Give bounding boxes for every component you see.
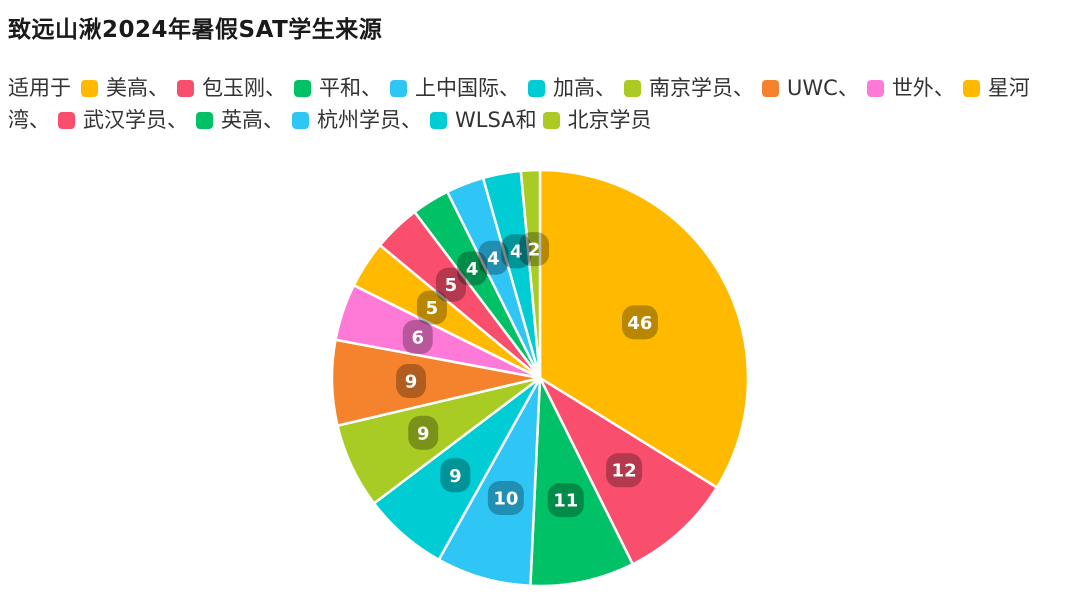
legend-separator: 、: [167, 108, 188, 132]
legend-swatch: [866, 80, 884, 97]
data-label: 4: [487, 248, 500, 269]
data-label-badge: [606, 453, 643, 488]
data-label-badge: [402, 320, 433, 355]
legend-swatch: [962, 80, 980, 97]
legend-separator: 、: [148, 76, 169, 100]
legend-label: 南京学员: [649, 76, 733, 100]
legend-item: 平和: [288, 76, 361, 100]
legend-label: 美高: [106, 76, 148, 100]
data-label-badge: [478, 240, 509, 275]
pie-slice: [519, 168, 542, 380]
legend-label: UWC: [787, 76, 838, 100]
data-label-badge: [487, 481, 524, 516]
chart-legend: 适用于 美高、 包玉刚、 平和、 上中国际、 加高、 南京学员、 UWC、 世外、 星河湾、 武汉学…: [8, 72, 1070, 136]
legend-item: 包玉刚: [171, 76, 265, 100]
legend-swatch: [390, 80, 407, 97]
data-label: 4: [466, 259, 479, 280]
legend-label: 加高: [553, 76, 595, 100]
legend-item: UWC: [756, 76, 838, 100]
data-label-badge: [621, 305, 658, 340]
legend-separator: 、: [733, 76, 754, 100]
legend-item: 武汉学员: [52, 108, 167, 132]
legend-separator: 、: [265, 76, 286, 100]
data-label: 9: [417, 423, 430, 444]
legend-swatch: [58, 112, 75, 129]
pie-slice: [538, 376, 719, 566]
legend-swatch: [542, 112, 560, 129]
data-label-badge: [416, 290, 447, 325]
legend-label: 星河湾: [8, 76, 1030, 132]
legend-item: 世外: [861, 76, 934, 100]
legend-label: WLSA: [455, 108, 516, 132]
legend-item: 南京学员: [618, 76, 733, 100]
data-label: 9: [405, 371, 418, 392]
legend-label: 北京学员: [567, 108, 652, 132]
pie-slice: [529, 376, 634, 588]
legend-swatch: [528, 80, 545, 97]
legend-item: WLSA: [424, 108, 516, 132]
legend-item: 美高: [75, 76, 148, 100]
legend-separator: 、: [499, 76, 520, 100]
legend-swatch: [196, 112, 213, 129]
legend-label: 英高: [221, 108, 263, 132]
legend-label: 武汉学员: [83, 108, 167, 132]
data-label: 10: [493, 489, 518, 510]
legend-swatch: [177, 80, 194, 97]
legend-label: 包玉刚: [202, 76, 265, 100]
data-label: 12: [612, 461, 637, 482]
legend-swatch: [81, 80, 98, 97]
legend-separator: 、: [933, 76, 955, 100]
legend-item: 北京学员: [537, 108, 652, 132]
pie-slice: [538, 168, 750, 489]
data-label: 5: [426, 298, 439, 319]
legend-label: 世外: [891, 76, 934, 100]
data-label-badge: [440, 458, 471, 493]
legend-item: 星河湾: [8, 76, 1030, 132]
data-label-badge: [408, 415, 439, 450]
legend-swatch: [292, 112, 309, 129]
legend-separator: 、: [837, 76, 859, 100]
legend-label: 杭州学员: [317, 108, 401, 132]
legend-separator: 、: [401, 108, 422, 132]
data-label-badge: [396, 363, 427, 398]
legend-separator: 、: [29, 108, 50, 132]
data-label-badge: [457, 251, 488, 286]
legend-separator: 、: [263, 108, 284, 132]
data-label-badge: [547, 483, 584, 518]
data-label: 9: [449, 466, 462, 487]
legend-joiner: 和: [515, 108, 537, 132]
legend-lead-text: 适用于: [8, 76, 71, 100]
legend-item: 上中国际: [384, 76, 499, 100]
legend-swatch: [762, 80, 779, 97]
legend-label: 上中国际: [415, 76, 499, 100]
data-label: 2: [528, 240, 541, 261]
legend-item: 加高: [522, 76, 595, 100]
legend-item: 杭州学员: [286, 108, 401, 132]
legend-label: 平和: [319, 76, 361, 100]
data-label-badge: [501, 234, 532, 269]
legend-swatch: [624, 80, 641, 97]
legend-item: 英高: [190, 108, 263, 132]
data-label: 46: [627, 313, 652, 334]
legend-swatch: [294, 80, 311, 97]
data-label-badge: [519, 232, 550, 267]
data-label: 4: [510, 242, 523, 263]
legend-swatch: [430, 112, 447, 129]
legend-separator: 、: [361, 76, 382, 100]
chart-title: 致远山湫2024年暑假SAT学生来源: [8, 17, 383, 43]
data-label-badge: [435, 267, 466, 302]
data-label: 11: [553, 491, 578, 512]
data-label: 6: [411, 328, 424, 349]
data-label: 5: [445, 275, 458, 296]
legend-separator: 、: [595, 76, 616, 100]
